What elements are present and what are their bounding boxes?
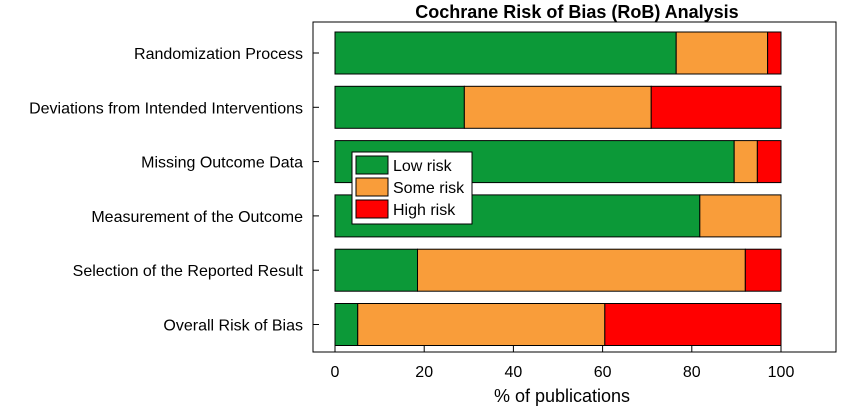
bar-some-risk-2 — [463, 85, 652, 129]
x-tick-label-60: 60 — [594, 364, 612, 381]
category-labels: Randomization Process Deviations from Int… — [29, 46, 319, 335]
category-label-2: Deviations from Intended Interventions — [29, 100, 303, 117]
bar-some-risk-4 — [699, 194, 782, 238]
legend-label-high-risk: High risk — [393, 202, 456, 219]
bar-some-risk-3 — [733, 140, 758, 184]
x-axis-ticks: 0 20 40 60 80 100 — [331, 346, 795, 381]
legend-swatch-high-risk — [355, 199, 389, 219]
x-tick-label-40: 40 — [505, 364, 523, 381]
bars-group — [334, 31, 782, 346]
category-label-1: Randomization Process — [134, 46, 303, 63]
category-label-3: Missing Outcome Data — [141, 155, 303, 172]
bar-high-risk-6 — [604, 303, 782, 346]
category-label-4: Measurement of the Outcome — [91, 209, 303, 226]
bar-high-risk-5 — [744, 248, 782, 292]
x-axis-label: % of publications — [494, 386, 630, 406]
bar-high-risk-2 — [650, 85, 782, 129]
bar-high-risk-3 — [756, 140, 782, 184]
bar-high-risk-1 — [767, 31, 782, 75]
bar-low-risk-2 — [334, 85, 465, 129]
bar-some-risk-5 — [417, 248, 746, 292]
legend: Low risk Some risk High risk — [351, 151, 473, 225]
bar-some-risk-6 — [357, 303, 606, 346]
plot-area-frame — [312, 21, 837, 353]
x-tick-label-100: 100 — [768, 364, 795, 381]
x-tick-label-20: 20 — [415, 364, 433, 381]
bar-low-risk-1 — [334, 31, 677, 75]
bar-some-risk-1 — [675, 31, 769, 75]
category-label-6: Overall Risk of Bias — [163, 318, 303, 335]
category-label-5: Selection of the Reported Result — [73, 263, 304, 280]
legend-label-some-risk: Some risk — [393, 180, 465, 197]
x-tick-label-0: 0 — [331, 364, 340, 381]
legend-swatch-low-risk — [355, 155, 389, 175]
x-tick-label-80: 80 — [683, 364, 701, 381]
legend-swatch-some-risk — [355, 177, 389, 197]
bar-low-risk-6 — [334, 303, 359, 346]
bar-low-risk-5 — [334, 248, 419, 292]
legend-label-low-risk: Low risk — [393, 158, 453, 175]
chart-title: Cochrane Risk of Bias (RoB) Analysis — [415, 2, 738, 22]
